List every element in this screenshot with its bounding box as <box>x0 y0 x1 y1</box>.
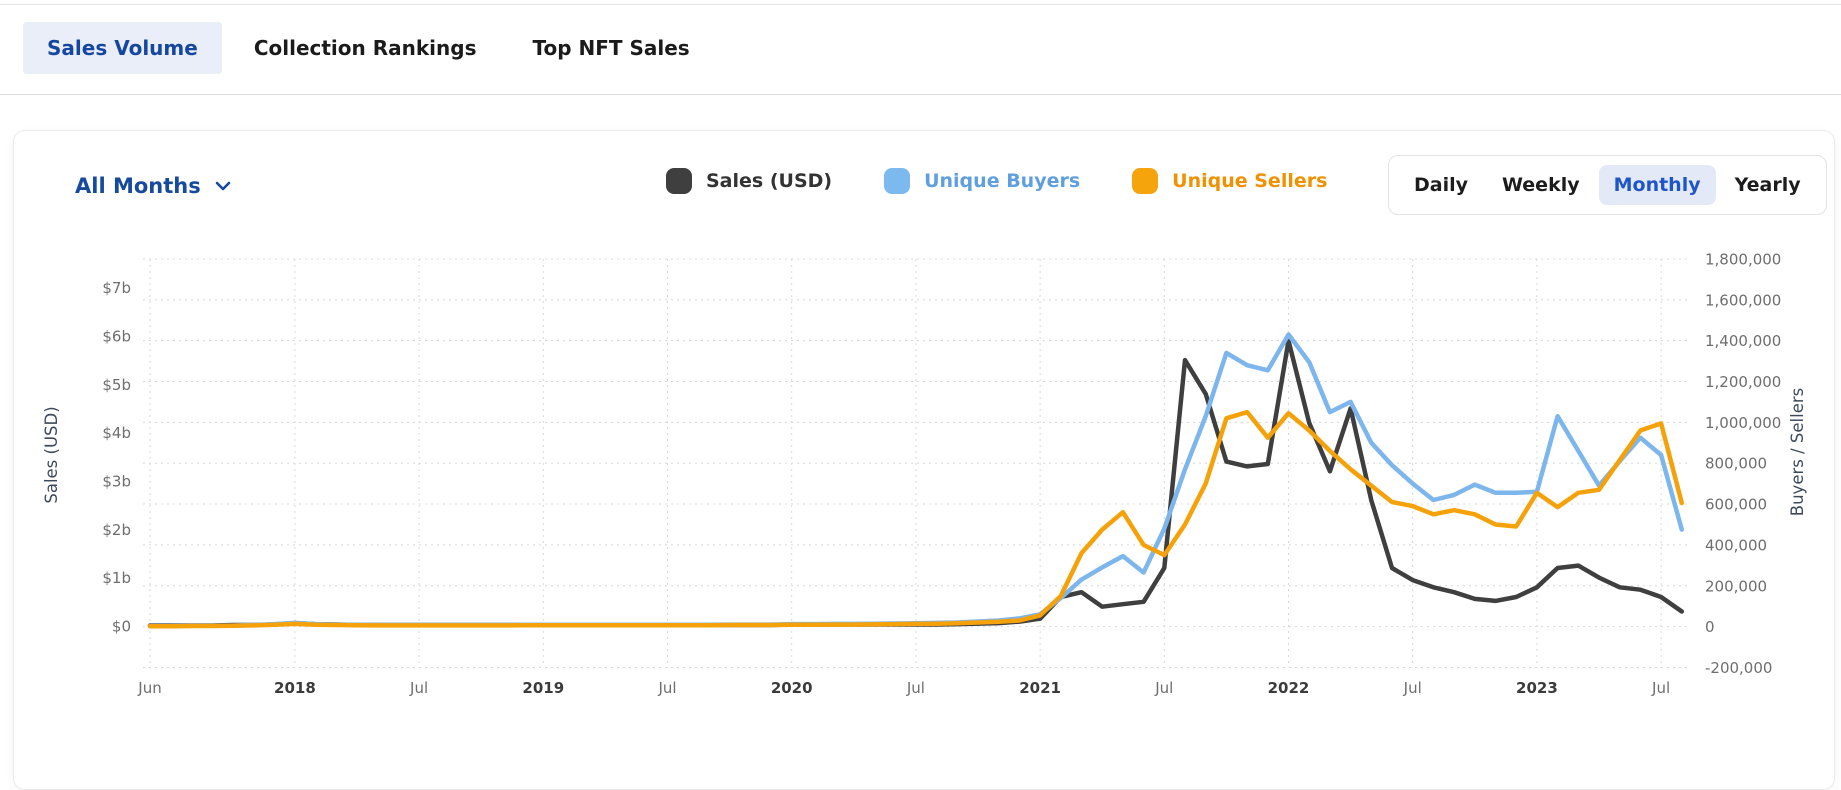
chevron-down-icon <box>215 181 231 191</box>
series-unique-sellers[interactable] <box>147 409 1685 629</box>
sellers-swatch-icon <box>1132 168 1159 194</box>
x-axis-tick: Jul <box>906 679 925 697</box>
left-axis-tick: $5b <box>102 376 131 394</box>
right-axis-tick: 0 <box>1705 618 1715 636</box>
right-axis-tick: 200,000 <box>1705 577 1767 595</box>
sales-volume-card <box>13 130 1835 790</box>
right-axis-tick: 400,000 <box>1705 536 1767 554</box>
left-axis-tick: $2b <box>102 521 131 539</box>
right-axis-title: Buyers / Sellers <box>1788 388 1807 516</box>
x-axis-tick: 2021 <box>1019 679 1061 697</box>
date-range-label: All Months <box>75 174 201 198</box>
left-axis-tick: $6b <box>102 327 131 345</box>
right-axis-tick: 1,600,000 <box>1705 291 1781 309</box>
top-tab-bar: Sales Volume Collection Rankings Top NFT… <box>0 4 1841 95</box>
period-selector: Daily Weekly Monthly Yearly <box>1388 155 1827 215</box>
left-axis-tick: $3b <box>102 472 131 490</box>
series-sales-usd-[interactable] <box>147 338 1685 628</box>
x-axis-tick: Jul <box>1403 679 1422 697</box>
x-axis-tick: Jul <box>409 679 428 697</box>
period-yearly[interactable]: Yearly <box>1734 174 1801 196</box>
x-axis-tick: 2019 <box>522 679 564 697</box>
period-daily[interactable]: Daily <box>1414 174 1469 196</box>
x-axis-tick: Jun <box>137 679 161 697</box>
right-axis-tick: 800,000 <box>1705 455 1767 473</box>
x-axis-tick: 2018 <box>274 679 316 697</box>
right-axis-tick: -200,000 <box>1705 659 1772 677</box>
tab-collection-rankings[interactable]: Collection Rankings <box>253 36 477 60</box>
right-axis-tick: 1,000,000 <box>1705 414 1781 432</box>
tab-sales-volume[interactable]: Sales Volume <box>23 22 222 74</box>
left-axis-tick: $7b <box>102 279 131 297</box>
tab-top-nft-sales[interactable]: Top NFT Sales <box>532 36 690 60</box>
sales-chart[interactable]: $0 $1b $2b $3b $4b $5b $6b $7b -200,000 0 200,000 4… <box>0 0 1841 726</box>
period-weekly[interactable]: Weekly <box>1502 174 1580 196</box>
right-axis-tick: 1,400,000 <box>1705 332 1781 350</box>
tabs: Sales Volume Collection Rankings Top NFT… <box>23 22 714 74</box>
legend-item-sales[interactable]: Sales (USD) <box>666 168 832 194</box>
x-axis-tick: 2022 <box>1268 679 1310 697</box>
legend-label: Unique Sellers <box>1172 170 1328 192</box>
sales-swatch-icon <box>666 168 692 194</box>
x-axis-tick: Jul <box>1154 679 1173 697</box>
series-unique-buyers[interactable] <box>147 332 1685 629</box>
x-axis-tick: Jul <box>1651 679 1670 697</box>
x-axis-tick: 2023 <box>1516 679 1558 697</box>
right-axis-tick: 600,000 <box>1705 496 1767 514</box>
buyers-swatch-icon <box>884 168 911 194</box>
left-axis-title: Sales (USD) <box>42 406 61 503</box>
x-axis-tick: 2020 <box>771 679 813 697</box>
legend-item-unique-sellers[interactable]: Unique Sellers <box>1132 168 1327 194</box>
left-axis-tick: $4b <box>102 424 131 442</box>
right-axis-tick: 1,200,000 <box>1705 373 1781 391</box>
legend-label: Unique Buyers <box>924 170 1081 192</box>
left-axis-tick: $0 <box>112 618 131 636</box>
chart-legend: Sales (USD) Unique Buyers Unique Sellers <box>666 168 1327 194</box>
right-axis-tick: 1,800,000 <box>1705 250 1781 268</box>
legend-item-unique-buyers[interactable]: Unique Buyers <box>884 168 1080 194</box>
left-axis-tick: $1b <box>102 569 131 587</box>
legend-label: Sales (USD) <box>706 170 833 192</box>
x-axis-tick: Jul <box>657 679 676 697</box>
period-monthly[interactable]: Monthly <box>1598 165 1716 205</box>
date-range-dropdown[interactable]: All Months <box>75 167 233 205</box>
